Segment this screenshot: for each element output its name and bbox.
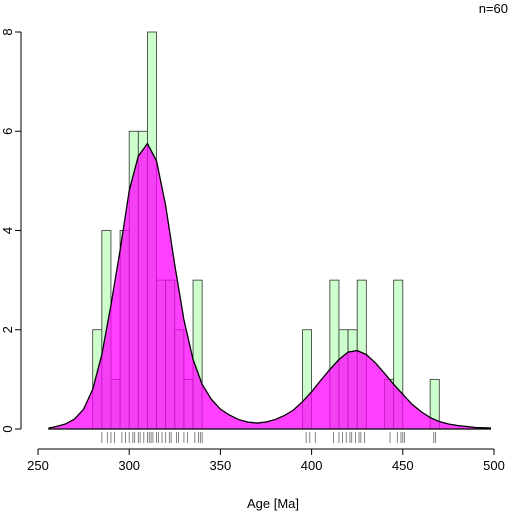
- y-axis: 0 2 4 6 8: [0, 28, 22, 433]
- sample-size-label: n=60: [479, 1, 508, 16]
- x-tick-label: 300: [118, 458, 140, 473]
- y-tick-label: 8: [0, 28, 15, 35]
- x-axis-title: Age [Ma]: [247, 496, 299, 511]
- x-tick-label: 450: [392, 458, 414, 473]
- rug-plot: [101, 432, 437, 443]
- kde-layer: [48, 142, 492, 430]
- x-tick-label: 400: [301, 458, 323, 473]
- y-tick-label: 4: [0, 227, 15, 234]
- y-tick-label: 2: [0, 326, 15, 333]
- y-tick-label: 0: [0, 425, 15, 432]
- x-tick-label: 250: [27, 458, 49, 473]
- x-tick-label: 350: [210, 458, 232, 473]
- y-tick-label: 6: [0, 128, 15, 135]
- kde-curve: [48, 142, 492, 430]
- x-tick-label: 500: [483, 458, 505, 473]
- x-axis: 250 300 350 400 450 500: [27, 448, 505, 473]
